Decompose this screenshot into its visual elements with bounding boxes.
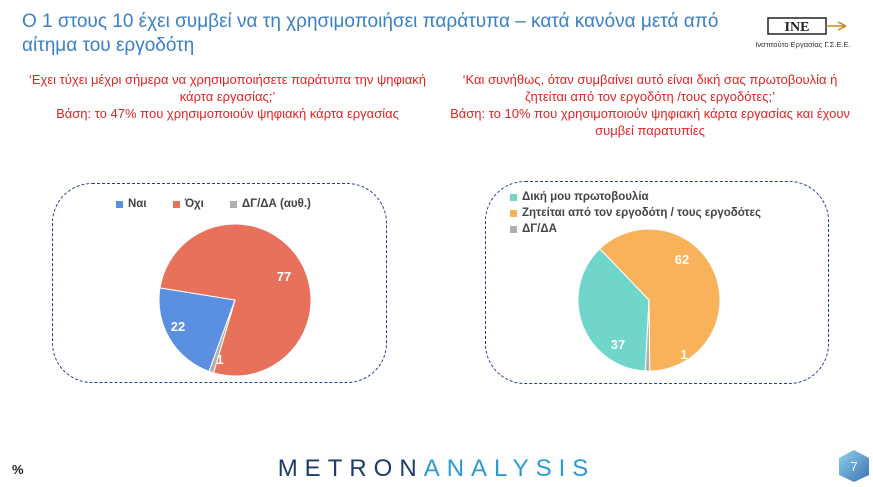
right-pie-chart: 37 62 1	[577, 228, 721, 372]
pie-slice-dk-na	[208, 299, 236, 374]
left-base-text: Βάση: το 47% που χρησιμοποιούν ψηφιακή κ…	[56, 106, 399, 121]
legend-item-employer-request: Ζητείται από τον εργοδότη / τους εργοδότ…	[510, 207, 761, 219]
right-chart-panel	[485, 181, 829, 384]
footer-brand-metron: METRON	[277, 455, 424, 482]
legend-swatch-dk-na	[229, 200, 237, 208]
pie-slice-yes	[158, 287, 236, 373]
legend-item-own-initiative: Δική μου πρωτοβουλία	[510, 191, 761, 203]
legend-swatch-yes	[116, 200, 123, 208]
pie-label-dk-na: 1	[680, 347, 687, 362]
legend-label-no: Όχι	[184, 198, 204, 210]
left-chart-legend: Ναι Όχι ΔΓ/ΔΑ (αυθ.)	[116, 198, 311, 210]
legend-swatch-own-initiative	[510, 193, 517, 201]
page-number-badge: 7	[839, 450, 869, 482]
legend-item-dk-na-right: ΔΓ/ΔΑ	[510, 223, 761, 235]
page-number: 7	[850, 459, 857, 474]
page-title: Ο 1 στους 10 έχει συμβεί να τη χρησιμοπο…	[22, 11, 719, 56]
legend-item-no: Όχι	[172, 198, 204, 210]
legend-label-dk-na: ΔΓ/ΔΑ (αυθ.)	[241, 198, 311, 210]
pie-label-own-initiative: 37	[611, 337, 625, 352]
pie-slice-dk-na	[644, 299, 651, 372]
legend-swatch-no	[172, 200, 180, 208]
ine-logo-mark: INE	[767, 17, 846, 35]
right-question-block: ‘Και συνήθως, όταν συμβαίνει αυτό είναι …	[440, 71, 860, 139]
page-number-shape	[839, 450, 869, 482]
right-chart-legend: Δική μου πρωτοβουλία Ζητείται από τον ερ…	[510, 191, 761, 235]
legend-label-dk-na-right: ΔΓ/ΔΑ	[522, 223, 557, 235]
footer-brand: METRONANALYSIS	[0, 455, 873, 483]
pie-label-yes: 22	[171, 319, 185, 334]
pie-label-dk-na: 1	[216, 352, 223, 367]
right-question-text: ‘Και συνήθως, όταν συμβαίνει αυτό είναι …	[462, 72, 838, 104]
left-chart-panel	[52, 183, 387, 383]
legend-label-own-initiative: Δική μου πρωτοβουλία	[522, 191, 649, 203]
legend-swatch-employer-request	[510, 209, 517, 217]
footer-brand-analysis: ANALYSIS	[423, 455, 596, 482]
pie-slice-employer-request	[599, 228, 721, 372]
ine-logo: INE Ινστιτούτο Εργασίας Γ.Σ.Ε.Ε.	[748, 16, 858, 54]
left-pie-chart: 22 77 1	[158, 223, 312, 377]
pie-label-employer-request: 62	[675, 252, 689, 267]
unit-note: %	[12, 462, 24, 477]
ine-logo-letters: INE	[785, 20, 810, 35]
pie-slice-no	[159, 223, 312, 377]
pie-slice-own-initiative	[577, 248, 650, 372]
left-question-block: ‘Εχει τύχει μέχρι σήμερα να χρησιμοποιήσ…	[15, 71, 440, 122]
legend-label-employer-request: Ζητείται από τον εργοδότη / τους εργοδότ…	[522, 207, 761, 219]
right-base-text: Βάση: το 10% που χρησιμοποιούν ψηφιακή κ…	[450, 106, 850, 138]
legend-swatch-dk-na-right	[510, 225, 517, 233]
pie-label-no: 77	[277, 269, 291, 284]
ine-logo-subtitle: Ινστιτούτο Εργασίας Γ.Σ.Ε.Ε.	[755, 40, 851, 49]
legend-item-yes: Ναι	[116, 198, 147, 210]
left-question-text: ‘Εχει τύχει μέχρι σήμερα να χρησιμοποιήσ…	[28, 72, 427, 104]
legend-item-dk-na: ΔΓ/ΔΑ (αυθ.)	[229, 198, 311, 210]
legend-label-yes: Ναι	[128, 198, 147, 210]
